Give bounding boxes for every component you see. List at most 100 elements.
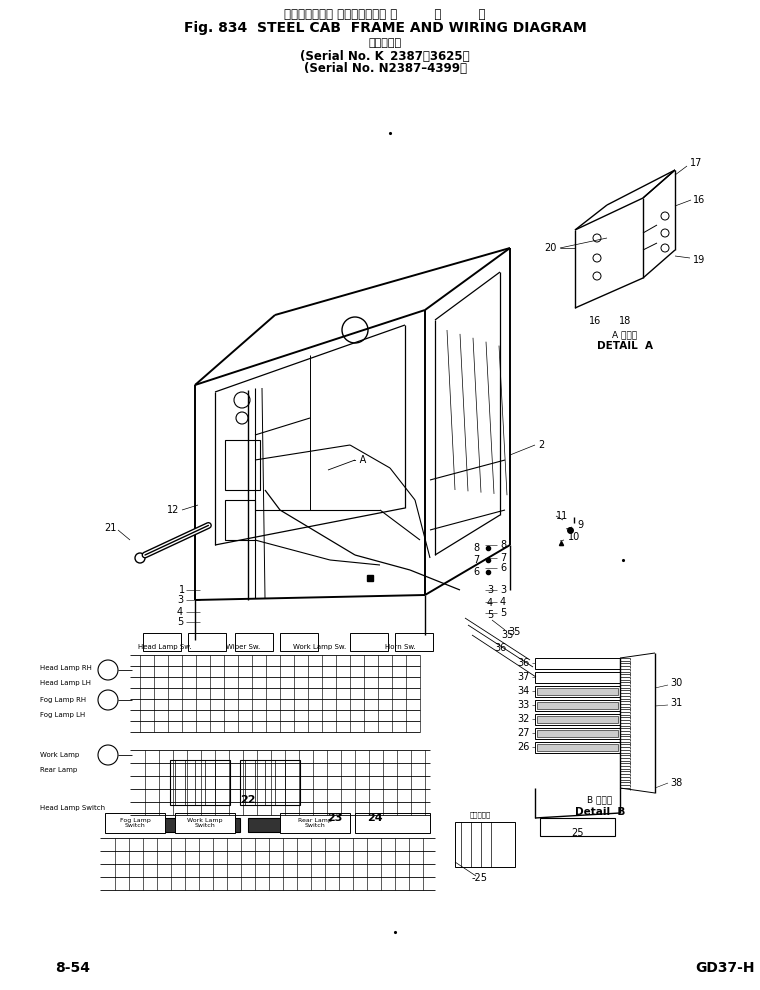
Text: 17: 17 [690,158,702,168]
Bar [225,500,255,540]
Text: 24: 24 [367,813,383,823]
Bar [537,730,618,737]
Text: 9: 9 [577,520,583,530]
Bar [160,818,240,832]
Bar [535,742,620,753]
Text: 16: 16 [693,195,705,205]
Text: コネクター: コネクター [470,812,491,819]
Text: 1: 1 [179,585,185,595]
Bar [235,633,273,651]
Bar [535,672,620,683]
Bar [170,760,230,805]
Text: 23: 23 [328,813,343,823]
Bar [355,813,430,833]
Text: 7: 7 [500,553,506,563]
Bar [350,633,388,651]
Bar [280,813,350,833]
Text: Head Lamp RH: Head Lamp RH [40,665,92,671]
Bar [105,813,165,833]
Bar [535,728,620,739]
Text: 6: 6 [473,567,479,577]
Text: 4: 4 [500,597,506,607]
Bar [188,633,226,651]
Text: Detail  B: Detail B [575,807,625,817]
Text: 18: 18 [619,316,631,326]
Text: 27: 27 [518,728,530,738]
Text: 8: 8 [473,543,479,553]
Text: 16: 16 [589,316,601,326]
Text: 36: 36 [518,658,530,668]
Bar [248,818,328,832]
Bar [535,658,620,669]
Text: 32: 32 [518,714,530,724]
Text: 8: 8 [500,540,506,550]
Text: Fig. 834  STEEL CAB  FRAME AND WIRING DIAGRAM: Fig. 834 STEEL CAB FRAME AND WIRING DIAG… [184,21,587,35]
Text: 5: 5 [487,610,493,620]
Text: 36: 36 [494,643,506,653]
Text: 6: 6 [500,563,506,573]
Text: 20: 20 [545,243,557,253]
Bar [537,702,618,709]
Text: Work Lamp: Work Lamp [40,752,79,758]
Text: 30: 30 [670,678,682,688]
Text: Head Lamp LH: Head Lamp LH [40,680,91,686]
Text: DETAIL  A: DETAIL A [597,341,653,351]
Text: Rear Lamp
Switch: Rear Lamp Switch [298,818,332,829]
Text: スチールキャブ フレームおよび 配         線         図: スチールキャブ フレームおよび 配 線 図 [284,8,486,21]
Bar [280,633,318,651]
Bar [395,633,433,651]
Text: 22: 22 [240,795,256,805]
Text: Head Lamp Switch: Head Lamp Switch [40,805,105,811]
Text: Horn Sw.: Horn Sw. [385,644,416,650]
Text: 2: 2 [538,440,544,450]
Bar [537,688,618,695]
Text: B 詳細図: B 詳細図 [587,796,613,805]
Text: Rear Lamp: Rear Lamp [40,767,78,773]
Text: (Serial No. K  2387～3625）: (Serial No. K 2387～3625） [300,50,470,62]
Bar [540,818,615,836]
Text: Work Lamp
Switch: Work Lamp Switch [187,818,223,829]
Text: 8-54: 8-54 [55,961,90,975]
Text: Fog Lamp LH: Fog Lamp LH [40,712,85,718]
Text: 11: 11 [556,511,568,521]
Text: 35: 35 [508,627,521,637]
Text: - A: - A [353,455,366,465]
Text: Wiper Sw.: Wiper Sw. [226,644,260,650]
Bar [537,744,618,751]
Text: 26: 26 [518,742,530,752]
Bar [537,716,618,723]
Text: 21: 21 [104,523,116,533]
Text: 4: 4 [487,598,493,608]
Text: 38: 38 [670,778,682,788]
Text: 12: 12 [166,505,179,515]
Bar [143,633,181,651]
Text: -25: -25 [472,873,488,883]
Text: 5: 5 [500,608,506,618]
Text: GD37-H: GD37-H [695,961,755,975]
Text: 5: 5 [177,617,183,627]
Text: 3: 3 [500,585,506,595]
Text: （適用号機: （適用号機 [369,38,401,48]
Bar [240,760,300,805]
Text: 37: 37 [518,672,530,682]
Text: Fog Lamp RH: Fog Lamp RH [40,697,86,703]
Bar [225,440,260,490]
Text: 33: 33 [518,700,530,710]
Text: 10: 10 [568,532,580,542]
Bar [535,700,620,711]
Text: Work Lamp Sw.: Work Lamp Sw. [293,644,347,650]
Text: 19: 19 [693,255,705,265]
Text: 34: 34 [518,686,530,696]
Text: 3: 3 [487,585,493,595]
Text: 3: 3 [177,595,183,605]
Text: (Serial No. N2387–4399）: (Serial No. N2387–4399） [303,62,467,75]
Text: 31: 31 [670,698,682,708]
Bar [535,686,620,697]
Text: 7: 7 [473,555,479,565]
Text: Fog Lamp
Switch: Fog Lamp Switch [119,818,150,829]
Bar [535,714,620,725]
Bar [455,822,515,867]
Text: 35: 35 [502,630,515,640]
Text: Head Lamp Sw.: Head Lamp Sw. [138,644,192,650]
Bar [175,813,235,833]
